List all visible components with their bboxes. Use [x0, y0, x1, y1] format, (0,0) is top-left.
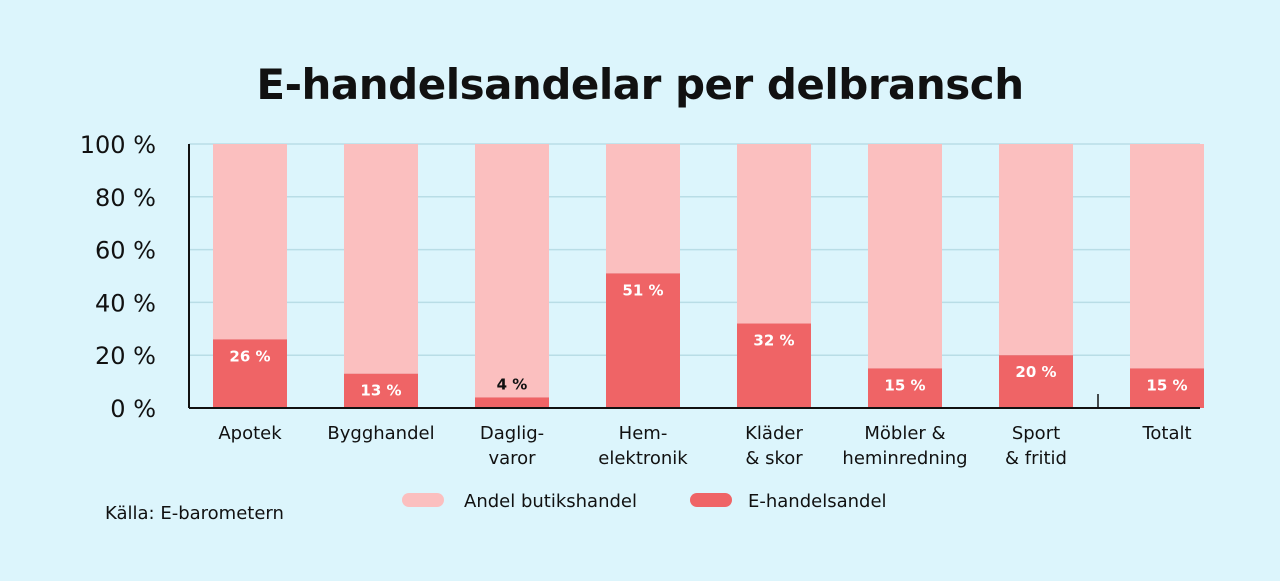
bar-ehandel [868, 368, 942, 408]
legend-label: Andel butikshandel [464, 491, 637, 512]
chart-title: E-handelsandelar per delbransch [256, 60, 1024, 109]
data-label: 26 % [229, 347, 270, 365]
x-tick-label: Totalt [1141, 423, 1191, 444]
x-tick-label: Hem- [619, 423, 668, 444]
source-note: Källa: E-barometern [105, 503, 284, 524]
legend-swatch [690, 493, 732, 507]
x-tick-label: Apotek [218, 423, 282, 444]
x-tick-label: heminredning [842, 448, 967, 469]
y-tick-label: 100 % [80, 131, 156, 159]
bar-ehandel [344, 373, 418, 408]
data-label: 20 % [1015, 363, 1056, 381]
data-label: 15 % [1146, 376, 1187, 394]
bar-butikshandel [475, 144, 549, 398]
bar-butikshandel [344, 144, 418, 374]
bar-ehandel [737, 323, 811, 408]
legend-swatch [402, 493, 444, 507]
x-tick-label: Daglig- [480, 423, 544, 444]
bar-ehandel [213, 339, 287, 408]
legend-label: E-handelsandel [748, 491, 887, 512]
data-label: 32 % [753, 332, 794, 350]
bar-butikshandel [1130, 144, 1204, 369]
x-tick-label: & fritid [1005, 448, 1067, 469]
y-tick-label: 20 % [95, 342, 156, 370]
bar-butikshandel [999, 144, 1073, 356]
x-tick-label: Kläder [745, 423, 803, 444]
bar-butikshandel [737, 144, 811, 324]
bar-butikshandel [868, 144, 942, 369]
bar-ehandel [606, 273, 680, 408]
data-label: 4 % [497, 375, 528, 393]
y-tick-label: 0 % [110, 395, 156, 423]
bar-butikshandel [606, 144, 680, 274]
x-tick-label: Bygghandel [327, 423, 434, 444]
bar-ehandel [999, 355, 1073, 408]
x-tick-label: Sport [1012, 423, 1060, 444]
bar-ehandel [1130, 368, 1204, 408]
x-tick-label: & skor [745, 448, 803, 469]
x-tick-label: Möbler & [864, 423, 945, 444]
y-tick-label: 60 % [95, 237, 156, 265]
data-label: 13 % [360, 382, 401, 400]
bar-butikshandel [213, 144, 287, 340]
bar-ehandel [475, 397, 549, 408]
y-tick-label: 40 % [95, 289, 156, 317]
data-label: 15 % [884, 376, 925, 394]
x-tick-label: elektronik [598, 448, 688, 469]
y-tick-label: 80 % [95, 184, 156, 212]
x-tick-label: varor [488, 448, 536, 469]
data-label: 51 % [622, 281, 663, 299]
